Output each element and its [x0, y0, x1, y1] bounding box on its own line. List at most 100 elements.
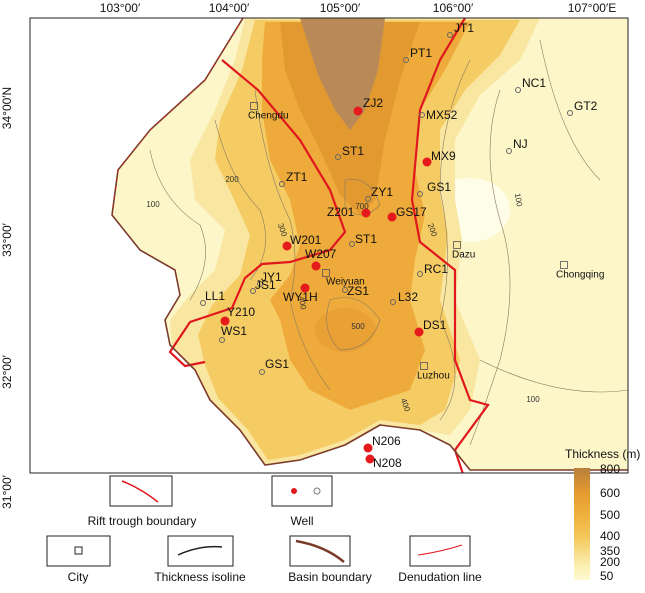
well-label: ZT1: [286, 170, 308, 184]
well-gray: [257, 281, 263, 287]
longitude-label: 103°00′: [100, 1, 141, 15]
well-red: [387, 212, 397, 222]
city-label: Luzhou: [417, 371, 450, 382]
latitude-label: 33°00′: [0, 222, 14, 256]
well-label: W207: [305, 247, 337, 261]
well-label: W201: [290, 233, 322, 247]
well-label: LL1: [205, 289, 225, 303]
legend-denudation: [417, 544, 463, 556]
scale-label: 800: [600, 462, 620, 476]
isoline-label: 400: [297, 296, 308, 311]
well-red: [414, 327, 424, 337]
well-red: [365, 454, 375, 464]
well-label: JS1: [255, 278, 276, 292]
well-red: [363, 443, 373, 453]
isoline: [439, 59, 471, 421]
well-label: GS1: [265, 357, 289, 371]
well-label: GS1: [427, 180, 451, 194]
isoline: [469, 89, 511, 446]
scale-label: 600: [600, 486, 620, 500]
well-label: ZJ2: [363, 96, 383, 110]
isoline-label: 200: [225, 175, 239, 184]
city-label: Dazu: [452, 250, 475, 261]
map-fill: [111, 18, 628, 473]
longitude-label: 105°00′: [320, 1, 361, 15]
well-red: [282, 241, 292, 251]
legend-city: [74, 546, 83, 555]
isoline-label: 100: [513, 193, 524, 208]
well-label: DS1: [423, 318, 447, 332]
well-label: MX9: [431, 149, 456, 163]
isoline: [539, 39, 601, 181]
latitude-label: 32°00′: [0, 354, 14, 388]
legend-well-gray: [313, 487, 321, 495]
well-gray: [219, 337, 225, 343]
scale-label: 500: [600, 508, 620, 522]
isoline-label: 100: [526, 395, 540, 404]
well-gray: [342, 287, 348, 293]
isoline-label: 700: [355, 202, 369, 211]
well-label: NC1: [522, 76, 546, 90]
isoline: [326, 297, 381, 351]
isolines: [149, 39, 628, 446]
well-label: Y210: [227, 305, 255, 319]
zone-500-south: [315, 308, 375, 352]
city-marker: [250, 102, 258, 110]
city-marker: [420, 362, 428, 370]
longitude-label: 107°00′E: [568, 1, 616, 15]
well-red: [361, 208, 371, 218]
isoline: [344, 178, 381, 216]
well-label: ST1: [355, 232, 377, 246]
well-gray: [279, 181, 285, 187]
well-gray: [349, 241, 355, 247]
well-label: Z201: [327, 205, 355, 219]
legend-label: Thickness isoline: [154, 570, 246, 584]
latitude-label: 34°00′N: [0, 87, 14, 129]
longitude-label: 106°00′: [433, 1, 474, 15]
isoline-label: 400: [399, 397, 412, 413]
isoline-label: 200: [426, 222, 439, 238]
legend: [46, 468, 590, 580]
well-gray: [515, 87, 521, 93]
isoline: [479, 359, 628, 393]
legend-box: [289, 535, 351, 567]
well-label: PT1: [410, 46, 432, 60]
isoline: [214, 119, 266, 281]
well-gray: [259, 369, 265, 375]
isoline: [254, 89, 331, 391]
well-red: [311, 261, 321, 271]
well-label: MX52: [426, 108, 458, 122]
well-label: L32: [398, 290, 418, 304]
legend-well-red: [291, 488, 297, 494]
well-label: ST1: [342, 144, 364, 158]
well-gray: [390, 299, 396, 305]
well-red: [220, 316, 230, 326]
legend-label: Basin boundary: [288, 570, 371, 584]
thickness-scale: [574, 468, 590, 580]
legend-box: [167, 535, 234, 567]
well-label: ZY1: [371, 185, 393, 199]
well-red: [353, 106, 363, 116]
labels: 103°00′ 104°00′ 105°00′ 106°00′ 107°00′E 34°0…: [0, 1, 640, 584]
well-red: [422, 157, 432, 167]
well-gray: [200, 300, 206, 306]
legend-isoline: [177, 545, 223, 556]
isoline-label: 100: [146, 200, 160, 209]
city-label: Chongqing: [556, 270, 604, 281]
isoline: [149, 149, 206, 301]
legend-label: Well: [290, 514, 313, 528]
scale-title: Thickness (m): [565, 447, 640, 461]
map-frame: [29, 17, 629, 474]
well-gray: [417, 191, 423, 197]
well-label: JY1: [261, 270, 282, 284]
legend-box: [409, 535, 471, 567]
well-label: GT2: [574, 99, 598, 113]
well-gray: [403, 57, 409, 63]
zone-800: [300, 18, 385, 130]
well-label: RC1: [424, 262, 448, 276]
scale-label: 200: [600, 555, 620, 569]
well-gray: [506, 148, 512, 154]
well-gray: [250, 288, 256, 294]
legend-box: [109, 475, 173, 507]
